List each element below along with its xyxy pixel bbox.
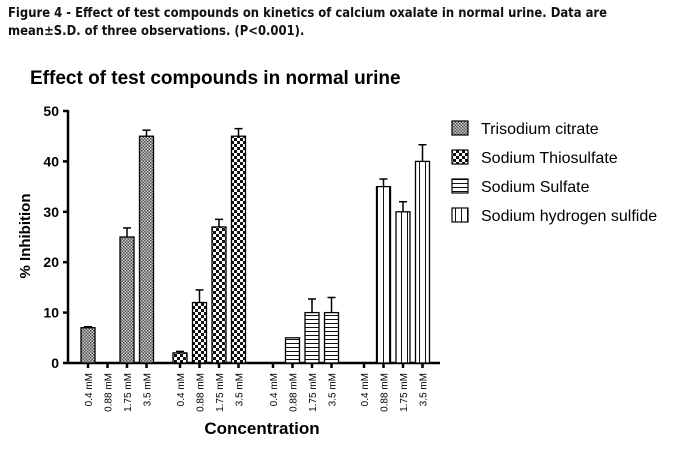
chart-title: Effect of test compounds in normal urine bbox=[30, 68, 401, 89]
bar bbox=[284, 337, 301, 364]
bar bbox=[80, 327, 96, 364]
legend-item: Trisodium citrate bbox=[451, 120, 599, 138]
y-axis-label: % Inhibition bbox=[17, 194, 34, 279]
legend-label: Sodium Sulfate bbox=[481, 179, 590, 196]
legend-item: Sodium Thiosulfate bbox=[451, 149, 618, 167]
caption-line-2: mean±S.D. of three observations. (P<0.00… bbox=[8, 23, 305, 39]
y-tick-label: 20 bbox=[43, 254, 59, 270]
y-tick-label: 0 bbox=[51, 355, 59, 371]
legend-swatch bbox=[451, 178, 469, 194]
x-tick-label: 0.4 mM bbox=[360, 373, 371, 406]
bar bbox=[395, 211, 411, 364]
bar bbox=[191, 301, 208, 364]
x-tick-label: 0.88 mM bbox=[380, 373, 391, 412]
x-tick-label: 3.5 mM bbox=[235, 373, 246, 406]
bar bbox=[230, 135, 247, 364]
x-tick-label: 0.4 mM bbox=[269, 373, 280, 406]
x-tick-label: 1.75 mM bbox=[215, 373, 226, 412]
legend-label: Sodium hydrogen sulfide bbox=[481, 208, 657, 225]
figure-caption: Figure 4 - Effect of test compounds on k… bbox=[8, 4, 608, 40]
y-tick-label: 10 bbox=[43, 305, 59, 321]
legend: Trisodium citrate Sodium Thiosulfate Sodiu… bbox=[451, 120, 657, 225]
x-tick-label: 0.88 mM bbox=[196, 373, 207, 412]
legend-item: Sodium hydrogen sulfide bbox=[451, 207, 657, 225]
x-tick-label: 0.4 mM bbox=[84, 373, 95, 406]
bar bbox=[119, 236, 135, 364]
bar bbox=[414, 160, 431, 364]
y-tick-label: 40 bbox=[43, 153, 59, 169]
legend-label: Trisodium citrate bbox=[481, 121, 599, 138]
x-tick-label: 3.5 mM bbox=[328, 373, 339, 406]
y-tick-label: 50 bbox=[43, 103, 59, 119]
x-tick-label: 1.75 mM bbox=[399, 373, 410, 412]
bar bbox=[138, 135, 155, 364]
x-axis-label: Concentration bbox=[204, 419, 319, 438]
caption-line-1: Figure 4 - Effect of test compounds on k… bbox=[8, 5, 608, 21]
bar bbox=[304, 311, 320, 364]
x-tick-label: 3.5 mM bbox=[143, 373, 154, 406]
x-tick-label: 0.88 mM bbox=[289, 373, 300, 412]
bar bbox=[211, 226, 227, 364]
legend-swatch bbox=[451, 120, 469, 136]
bar bbox=[172, 352, 188, 364]
bar bbox=[323, 311, 340, 364]
x-tick-label: 3.5 mM bbox=[419, 373, 430, 406]
x-tick-label: 1.75 mM bbox=[123, 373, 134, 412]
legend-label: Sodium Thiosulfate bbox=[481, 150, 618, 167]
x-tick-label: 1.75 mM bbox=[308, 373, 319, 412]
legend-swatch bbox=[451, 149, 469, 165]
x-tick-label: 0.88 mM bbox=[104, 373, 115, 412]
x-tick-label: 0.4 mM bbox=[176, 373, 187, 406]
legend-swatch bbox=[451, 207, 469, 223]
y-tick-label: 30 bbox=[43, 204, 59, 220]
legend-item: Sodium Sulfate bbox=[451, 178, 590, 196]
bar bbox=[375, 185, 392, 364]
